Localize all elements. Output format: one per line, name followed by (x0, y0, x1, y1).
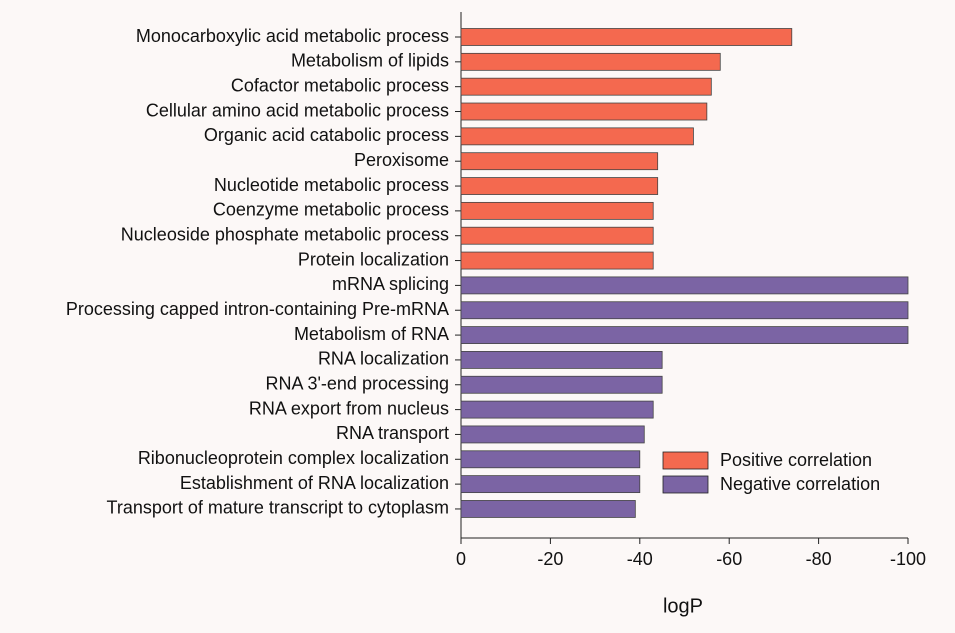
y-tick-label: Ribonucleoprotein complex localization (138, 448, 449, 468)
y-tick-label: Metabolism of RNA (294, 324, 449, 344)
bar (460, 301, 909, 320)
legend-swatch (662, 451, 709, 470)
y-tick-label: Nucleotide metabolic process (214, 175, 449, 195)
y-tick-label: mRNA splicing (332, 274, 449, 294)
y-tick-label: Transport of mature transcript to cytopl… (107, 498, 449, 518)
y-tick-label: Coenzyme metabolic process (213, 200, 449, 220)
y-tick-label: Monocarboxylic acid metabolic process (136, 26, 449, 46)
legend-label: Positive correlation (720, 450, 872, 470)
x-tick-label: -20 (537, 549, 563, 569)
bar (460, 375, 663, 394)
bar (460, 475, 641, 494)
y-tick-label: RNA 3'-end processing (265, 374, 449, 394)
bar (460, 201, 654, 220)
bar (460, 102, 708, 121)
y-tick-label: Nucleoside phosphate metabolic process (121, 224, 449, 244)
y-tick-label: Organic acid catabolic process (204, 125, 449, 145)
bar (460, 28, 793, 46)
bar (460, 500, 636, 518)
y-tick-label: Peroxisome (354, 150, 449, 170)
bar (460, 425, 645, 444)
bar (460, 177, 659, 195)
x-tick-label: -60 (716, 549, 742, 569)
x-tick-label: -80 (806, 549, 832, 569)
y-tick-label: Processing capped intron-containing Pre-… (66, 299, 449, 319)
x-axis-title: logP (663, 595, 703, 617)
x-tick-label: -40 (627, 549, 653, 569)
legend-label: Negative correlation (720, 474, 880, 494)
x-tick-label: 0 (456, 549, 466, 569)
y-tick-label: RNA localization (318, 349, 449, 369)
y-tick-label: Metabolism of lipids (291, 51, 449, 71)
bar (460, 276, 909, 295)
bar (460, 450, 641, 469)
x-tick-label: -100 (890, 549, 926, 569)
bar (460, 351, 663, 369)
y-tick-label: RNA transport (336, 423, 449, 443)
bar (460, 400, 654, 419)
bar (460, 326, 909, 344)
y-tick-label: Cofactor metabolic process (231, 75, 449, 95)
y-tick-label: Cellular amino acid metabolic process (146, 100, 449, 120)
bar (460, 77, 712, 96)
y-tick-label: Establishment of RNA localization (180, 473, 449, 493)
legend-swatch (662, 475, 709, 494)
bar (460, 251, 654, 270)
bar (460, 152, 659, 171)
y-tick-label: RNA export from nucleus (249, 398, 449, 418)
y-tick-label: Protein localization (298, 249, 449, 269)
bar (460, 226, 654, 245)
bar (460, 52, 721, 71)
bar (460, 127, 694, 146)
